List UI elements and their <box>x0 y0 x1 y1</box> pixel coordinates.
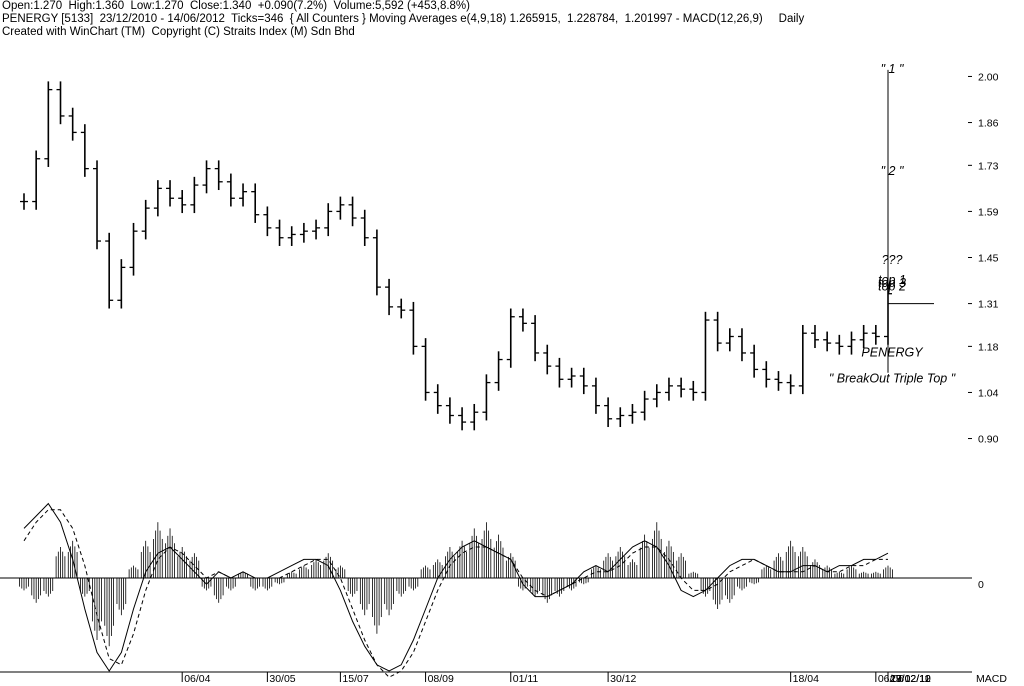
macd-axis-title: MACD <box>976 673 1007 685</box>
x-tick-label: 30/05 <box>269 673 295 685</box>
annotation-label: PENERGY <box>861 345 924 359</box>
y-tick-label: 1.73 <box>978 160 999 172</box>
y-tick-label: 1.86 <box>978 118 999 130</box>
y-tick-label: 0.90 <box>978 434 999 446</box>
x-tick-label: 01/11 <box>513 673 539 685</box>
y-tick-label: 1.04 <box>978 387 999 399</box>
x-tick-label: 06/04 <box>184 673 210 685</box>
y-tick-label: 1.31 <box>978 299 999 311</box>
y-tick-label: 2.00 <box>978 71 999 83</box>
annotation-label: " 1 " <box>881 62 904 76</box>
x-tick-label: 29/02/12 <box>890 673 931 685</box>
x-tick-label: 30/12 <box>610 673 636 685</box>
annotation-label: " BreakOut Triple Top " <box>829 372 956 386</box>
x-tick-label: 18/04 <box>793 673 819 685</box>
y-tick-label: 1.45 <box>978 253 999 265</box>
y-tick-label: 1.59 <box>978 206 999 218</box>
annotation-label: top 3 <box>878 276 906 290</box>
x-tick-label: 15/07 <box>342 673 368 685</box>
chart-title: PENERGY [5133] 23/12/2010 - 14/06/2012 T… <box>2 13 805 25</box>
y-tick-label: 1.18 <box>978 341 999 353</box>
x-tick-label: 23/12/10 <box>890 673 931 685</box>
annotation-label: ??? <box>882 253 903 267</box>
macd-signal-line <box>23 509 888 678</box>
annotation-label: " 2 " <box>881 164 904 178</box>
annotation-label: top 2 <box>878 279 906 293</box>
annotation-label: top 1 <box>878 273 906 287</box>
macd-panel: 0 MACD <box>0 502 1007 685</box>
macd-line <box>23 502 889 672</box>
ohlc-readout: Open:1.270 High:1.360 Low:1.270 Close:1.… <box>2 0 470 12</box>
x-tick-label: 17/02/11 <box>890 673 930 685</box>
price-panel: 2.00 1.86 1.73 1.59 1.45 1.31 1.18 1.04 0.90 <box>20 69 999 446</box>
copyright-line: Created with WinChart (TM) Copyright (C)… <box>2 26 355 38</box>
x-tick-label: 06/06 <box>878 673 904 685</box>
x-tick-label: 08/09 <box>428 673 454 685</box>
macd-y-label: 0 <box>978 579 984 591</box>
